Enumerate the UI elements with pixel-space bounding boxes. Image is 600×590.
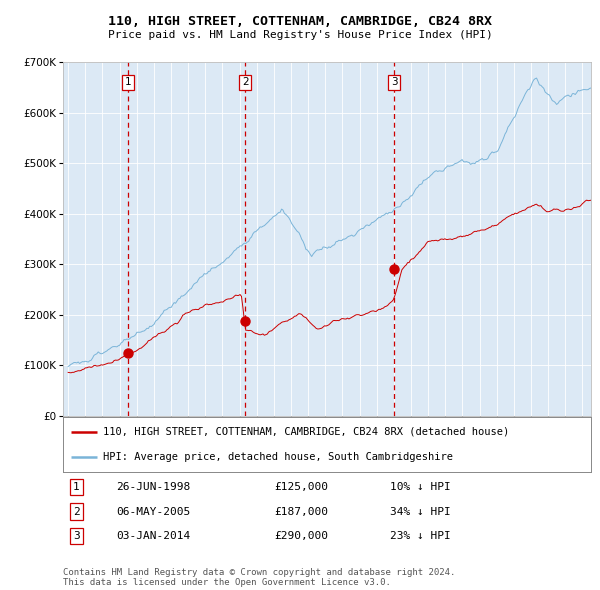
- Text: Price paid vs. HM Land Registry's House Price Index (HPI): Price paid vs. HM Land Registry's House …: [107, 30, 493, 40]
- Text: £187,000: £187,000: [274, 507, 328, 516]
- Text: 3: 3: [391, 77, 397, 87]
- Text: 26-JUN-1998: 26-JUN-1998: [116, 482, 190, 492]
- Text: £290,000: £290,000: [274, 531, 328, 541]
- Text: 34% ↓ HPI: 34% ↓ HPI: [391, 507, 451, 516]
- Text: 1: 1: [73, 482, 80, 492]
- Text: 3: 3: [73, 531, 80, 541]
- Text: HPI: Average price, detached house, South Cambridgeshire: HPI: Average price, detached house, Sout…: [103, 452, 452, 462]
- Text: 03-JAN-2014: 03-JAN-2014: [116, 531, 190, 541]
- Text: £125,000: £125,000: [274, 482, 328, 492]
- Text: 2: 2: [242, 77, 249, 87]
- Text: 23% ↓ HPI: 23% ↓ HPI: [391, 531, 451, 541]
- Text: 2: 2: [73, 507, 80, 516]
- Text: 06-MAY-2005: 06-MAY-2005: [116, 507, 190, 516]
- Text: 1: 1: [124, 77, 131, 87]
- Text: 110, HIGH STREET, COTTENHAM, CAMBRIDGE, CB24 8RX: 110, HIGH STREET, COTTENHAM, CAMBRIDGE, …: [108, 15, 492, 28]
- Text: 110, HIGH STREET, COTTENHAM, CAMBRIDGE, CB24 8RX (detached house): 110, HIGH STREET, COTTENHAM, CAMBRIDGE, …: [103, 427, 509, 437]
- Text: Contains HM Land Registry data © Crown copyright and database right 2024.
This d: Contains HM Land Registry data © Crown c…: [63, 568, 455, 587]
- Text: 10% ↓ HPI: 10% ↓ HPI: [391, 482, 451, 492]
